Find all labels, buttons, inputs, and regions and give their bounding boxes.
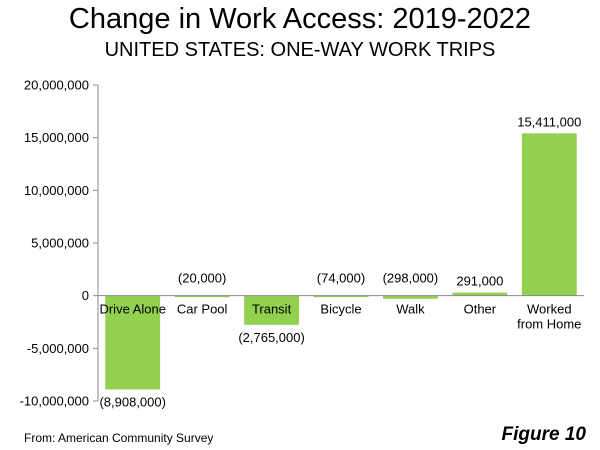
chart-subtitle: UNITED STATES: ONE-WAY WORK TRIPS bbox=[104, 39, 496, 61]
y-tick-label: 0 bbox=[82, 288, 89, 303]
category-label: Bicycle bbox=[320, 302, 361, 317]
y-tick-label: 20,000,000 bbox=[24, 78, 89, 93]
bar bbox=[174, 295, 230, 298]
data-label: (74,000) bbox=[317, 271, 365, 286]
data-label: 291,000 bbox=[456, 274, 503, 289]
bar bbox=[244, 295, 299, 325]
figure-label: Figure 10 bbox=[501, 424, 586, 445]
category-label: Worked from Home bbox=[517, 302, 581, 332]
source-note: From: American Community Survey bbox=[24, 431, 214, 445]
data-label: (298,000) bbox=[383, 271, 439, 286]
y-tick-label: -5,000,000 bbox=[27, 341, 89, 356]
bar bbox=[105, 295, 161, 390]
y-tick-label: 5,000,000 bbox=[31, 236, 89, 251]
data-label: (2,765,000) bbox=[238, 330, 305, 345]
bar bbox=[521, 133, 577, 296]
category-label: Transit bbox=[252, 302, 292, 317]
category-labels: Drive Alone Car Pool Transit Bicycle Walk Oth… bbox=[98, 295, 584, 332]
y-tick-label: -10,000,000 bbox=[20, 394, 89, 409]
y-tick-label: 15,000,000 bbox=[24, 130, 89, 145]
y-axis: -10,000,000 -5,000,000 0 5,000,000 10,000,00… bbox=[20, 78, 99, 409]
bar bbox=[313, 295, 369, 298]
category-label: Drive Alone bbox=[99, 302, 165, 317]
bar bbox=[452, 292, 508, 296]
data-label: 15,411,000 bbox=[517, 114, 581, 129]
bar-series bbox=[105, 133, 577, 390]
data-labels: (8,908,000) (20,000) (2,765,000) (74,000) (2… bbox=[99, 114, 581, 409]
category-label: Car Pool bbox=[177, 302, 228, 317]
data-label: (20,000) bbox=[178, 271, 226, 286]
data-label: (8,908,000) bbox=[99, 394, 166, 409]
category-label: Other bbox=[464, 302, 497, 317]
bar bbox=[383, 295, 438, 299]
category-label: Walk bbox=[396, 302, 425, 317]
y-tick-label: 10,000,000 bbox=[24, 183, 89, 198]
chart-title: Change in Work Access: 2019-2022 bbox=[68, 3, 532, 35]
